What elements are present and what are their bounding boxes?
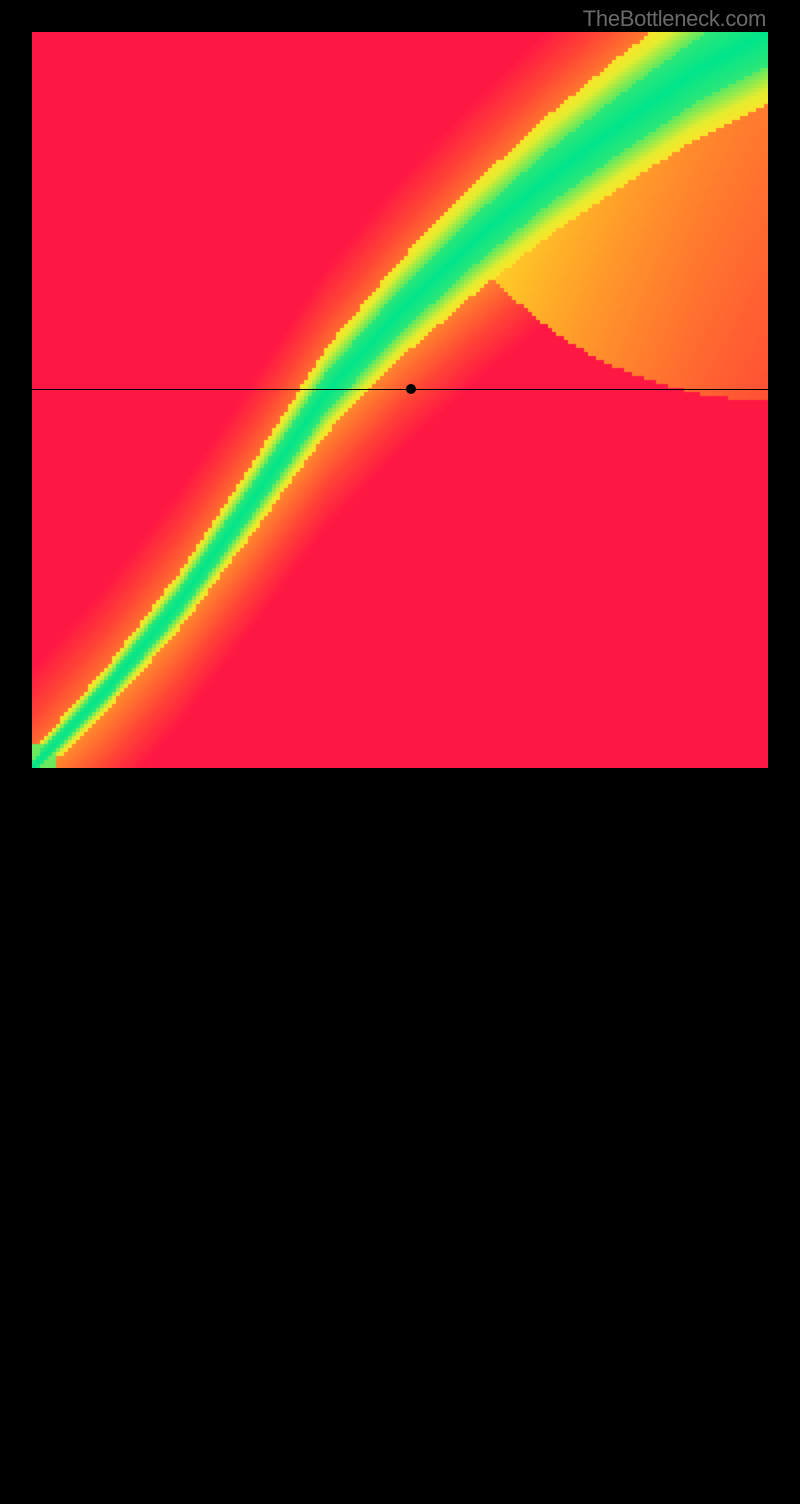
- crosshair-horizontal: [32, 389, 768, 390]
- crosshair-vertical: [411, 768, 412, 1504]
- watermark: TheBottleneck.com: [583, 6, 766, 32]
- heatmap-canvas: [32, 32, 768, 768]
- heatmap-chart: [32, 32, 768, 768]
- bottleneck-marker: [406, 384, 416, 394]
